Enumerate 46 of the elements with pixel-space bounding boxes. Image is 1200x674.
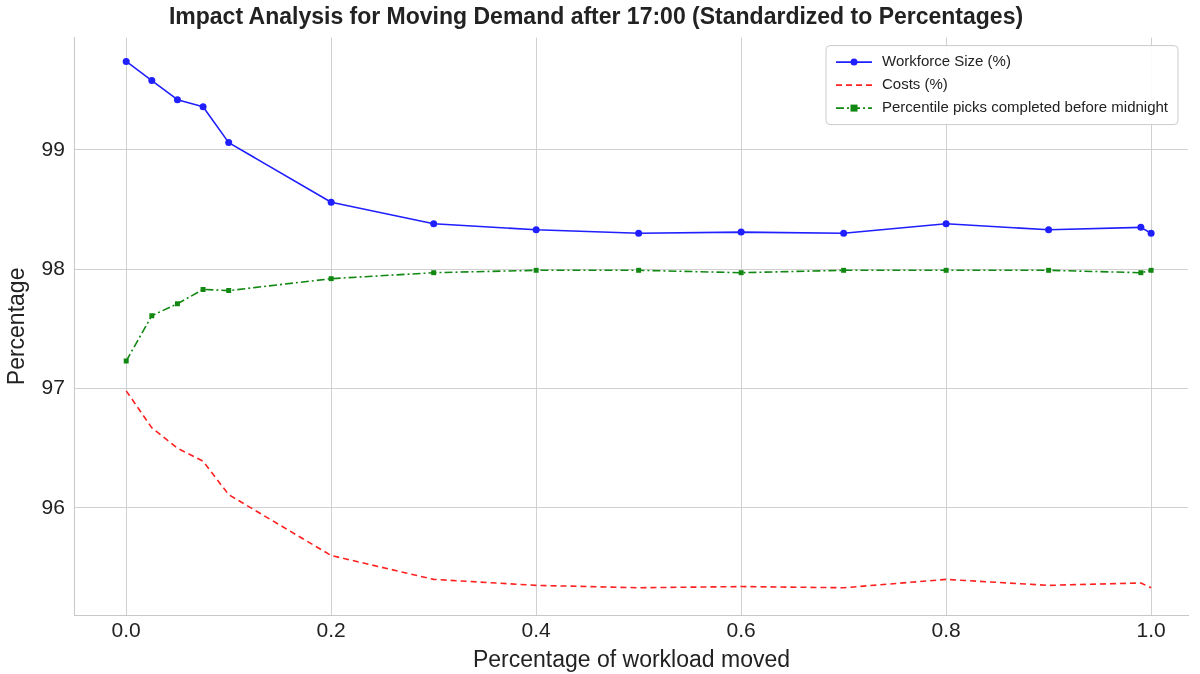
line-series xyxy=(125,390,1152,589)
y-tick-label: 98 xyxy=(41,255,65,279)
point xyxy=(1138,270,1144,276)
y-axis-title: Percentage xyxy=(3,267,30,386)
point xyxy=(200,286,206,292)
point xyxy=(327,198,335,206)
point xyxy=(737,228,745,236)
point xyxy=(199,103,207,111)
point xyxy=(122,57,130,65)
point xyxy=(738,270,744,276)
legend-label: Workforce Size (%) xyxy=(882,52,1011,70)
point xyxy=(225,139,233,147)
x-tick-label: 0.4 xyxy=(521,617,552,641)
point xyxy=(226,288,232,294)
x-tick-label: 0.8 xyxy=(931,617,961,641)
point xyxy=(431,270,437,276)
x-axis-title: Percentage of workload moved xyxy=(472,645,791,672)
legend-label: Percentile picks completed before midnight xyxy=(882,98,1169,116)
point xyxy=(1137,223,1145,231)
point xyxy=(533,267,539,273)
point xyxy=(841,267,847,273)
y-tick-label: 99 xyxy=(41,136,65,160)
x-tick-label: 0.6 xyxy=(726,617,756,641)
point xyxy=(635,229,643,237)
x-tick-label: 0.0 xyxy=(111,617,141,641)
point xyxy=(173,96,181,104)
chart-title: Impact Analysis for Moving Demand after 17:00 (Standardized to Percentages) xyxy=(168,3,1024,30)
point xyxy=(1046,267,1052,273)
legend-label: Costs (%) xyxy=(882,75,948,93)
point xyxy=(430,220,438,228)
point xyxy=(149,313,155,319)
point xyxy=(943,267,949,273)
y-tick-label: 96 xyxy=(41,494,65,518)
point xyxy=(942,220,950,228)
point xyxy=(636,267,642,273)
x-tick-label: 0.2 xyxy=(316,617,346,641)
point xyxy=(1147,229,1155,237)
point xyxy=(328,276,334,282)
point xyxy=(1045,226,1053,234)
point xyxy=(174,301,180,307)
point xyxy=(148,77,156,85)
x-tick-label: 1.0 xyxy=(1136,617,1166,641)
y-tick-label: 97 xyxy=(41,375,65,399)
point xyxy=(840,229,848,237)
point xyxy=(1148,267,1154,273)
point xyxy=(532,226,540,234)
